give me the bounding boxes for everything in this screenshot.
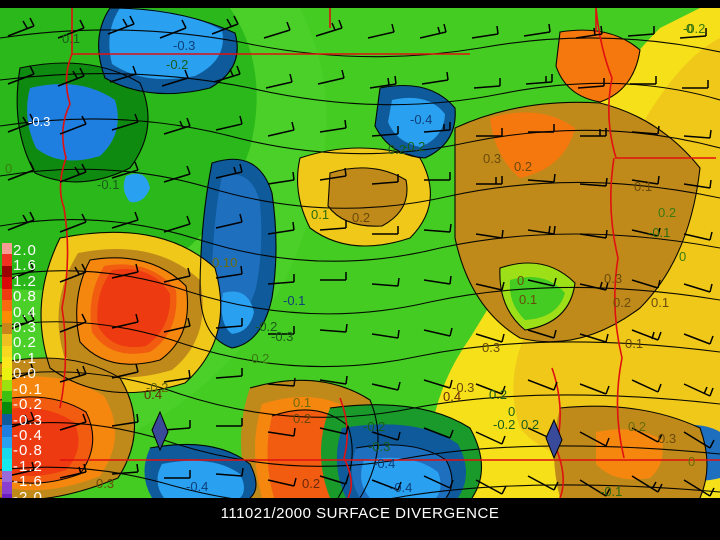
colorbar-swatch <box>2 322 12 335</box>
colorbar-tick-label: 0.1 <box>13 349 37 367</box>
colorbar-swatch <box>2 413 12 426</box>
colorbar-swatch <box>2 334 12 346</box>
colorbar-swatch <box>2 448 12 460</box>
colorbar-swatch <box>2 254 12 266</box>
colorbar-tick-label: -0.2 <box>13 396 43 414</box>
colorbar-swatch <box>2 356 12 369</box>
divergence-field-svg <box>0 8 720 498</box>
colorbar-tick-label: -1.2 <box>13 457 43 475</box>
colorbar-swatch <box>2 311 12 323</box>
colorbar-tick-label: 0.0 <box>13 365 37 383</box>
colorbar-swatch <box>2 299 12 312</box>
caption-bar: 111021/2000 SURFACE DIVERGENCE <box>0 498 720 540</box>
colorbar-tick-label: 1.2 <box>13 272 37 290</box>
map-plot-area[interactable]: 0.1 -0.3 -0.2 -0.2 -0.3 -0.4 -0.2 0 0.3 0.2 0 0.1 -0… <box>0 8 720 498</box>
colorbar-swatch <box>2 379 12 392</box>
colorbar-swatch <box>2 470 12 483</box>
colorbar-swatch <box>2 243 12 255</box>
colorbar-tick-label: 0.3 <box>13 319 37 337</box>
colorbar-tick-label: 0.4 <box>13 303 37 321</box>
colorbar-tick-labels: 2.0 1.6 1.2 0.8 0.4 0.3 0.2 0.1 0.0 -0.1 -0.2 -0.3-… <box>13 243 59 505</box>
colorbar-tick-label: 0.2 <box>13 334 37 352</box>
colorbar-tick-label: -0.1 <box>13 380 43 398</box>
chart-caption: 111021/2000 SURFACE DIVERGENCE <box>220 505 500 522</box>
colorbar-swatch <box>2 368 12 380</box>
colorbar-swatch <box>2 459 12 471</box>
colorbar-swatch <box>2 288 12 300</box>
wind-barb-layer <box>7 15 715 497</box>
colorbar-tick-label: -0.3 <box>13 411 43 429</box>
colorbar-tick-label: 1.6 <box>13 257 37 275</box>
colorbar-tick-label: -0.8 <box>13 442 43 460</box>
colorbar-swatch <box>2 402 12 414</box>
colorbar-swatch <box>2 391 12 403</box>
wind-pennant-layer <box>151 410 563 460</box>
colorbar-swatch <box>2 436 12 449</box>
colorbar-swatch <box>2 265 12 278</box>
colorbar-tick-label: -0.4 <box>13 426 43 444</box>
top-margin-bar <box>0 0 720 8</box>
colorbar-swatch <box>2 345 12 357</box>
colorbar-tick-label: 0.8 <box>13 288 37 306</box>
colorbar-tick-label: -1.6 <box>13 473 43 491</box>
colorbar-swatch <box>2 425 12 437</box>
colorbar-swatch <box>2 482 12 494</box>
colorbar-swatches[interactable] <box>2 243 12 505</box>
colorbar-swatch <box>2 277 12 289</box>
colorbar-tick-label: 2.0 <box>13 242 37 259</box>
